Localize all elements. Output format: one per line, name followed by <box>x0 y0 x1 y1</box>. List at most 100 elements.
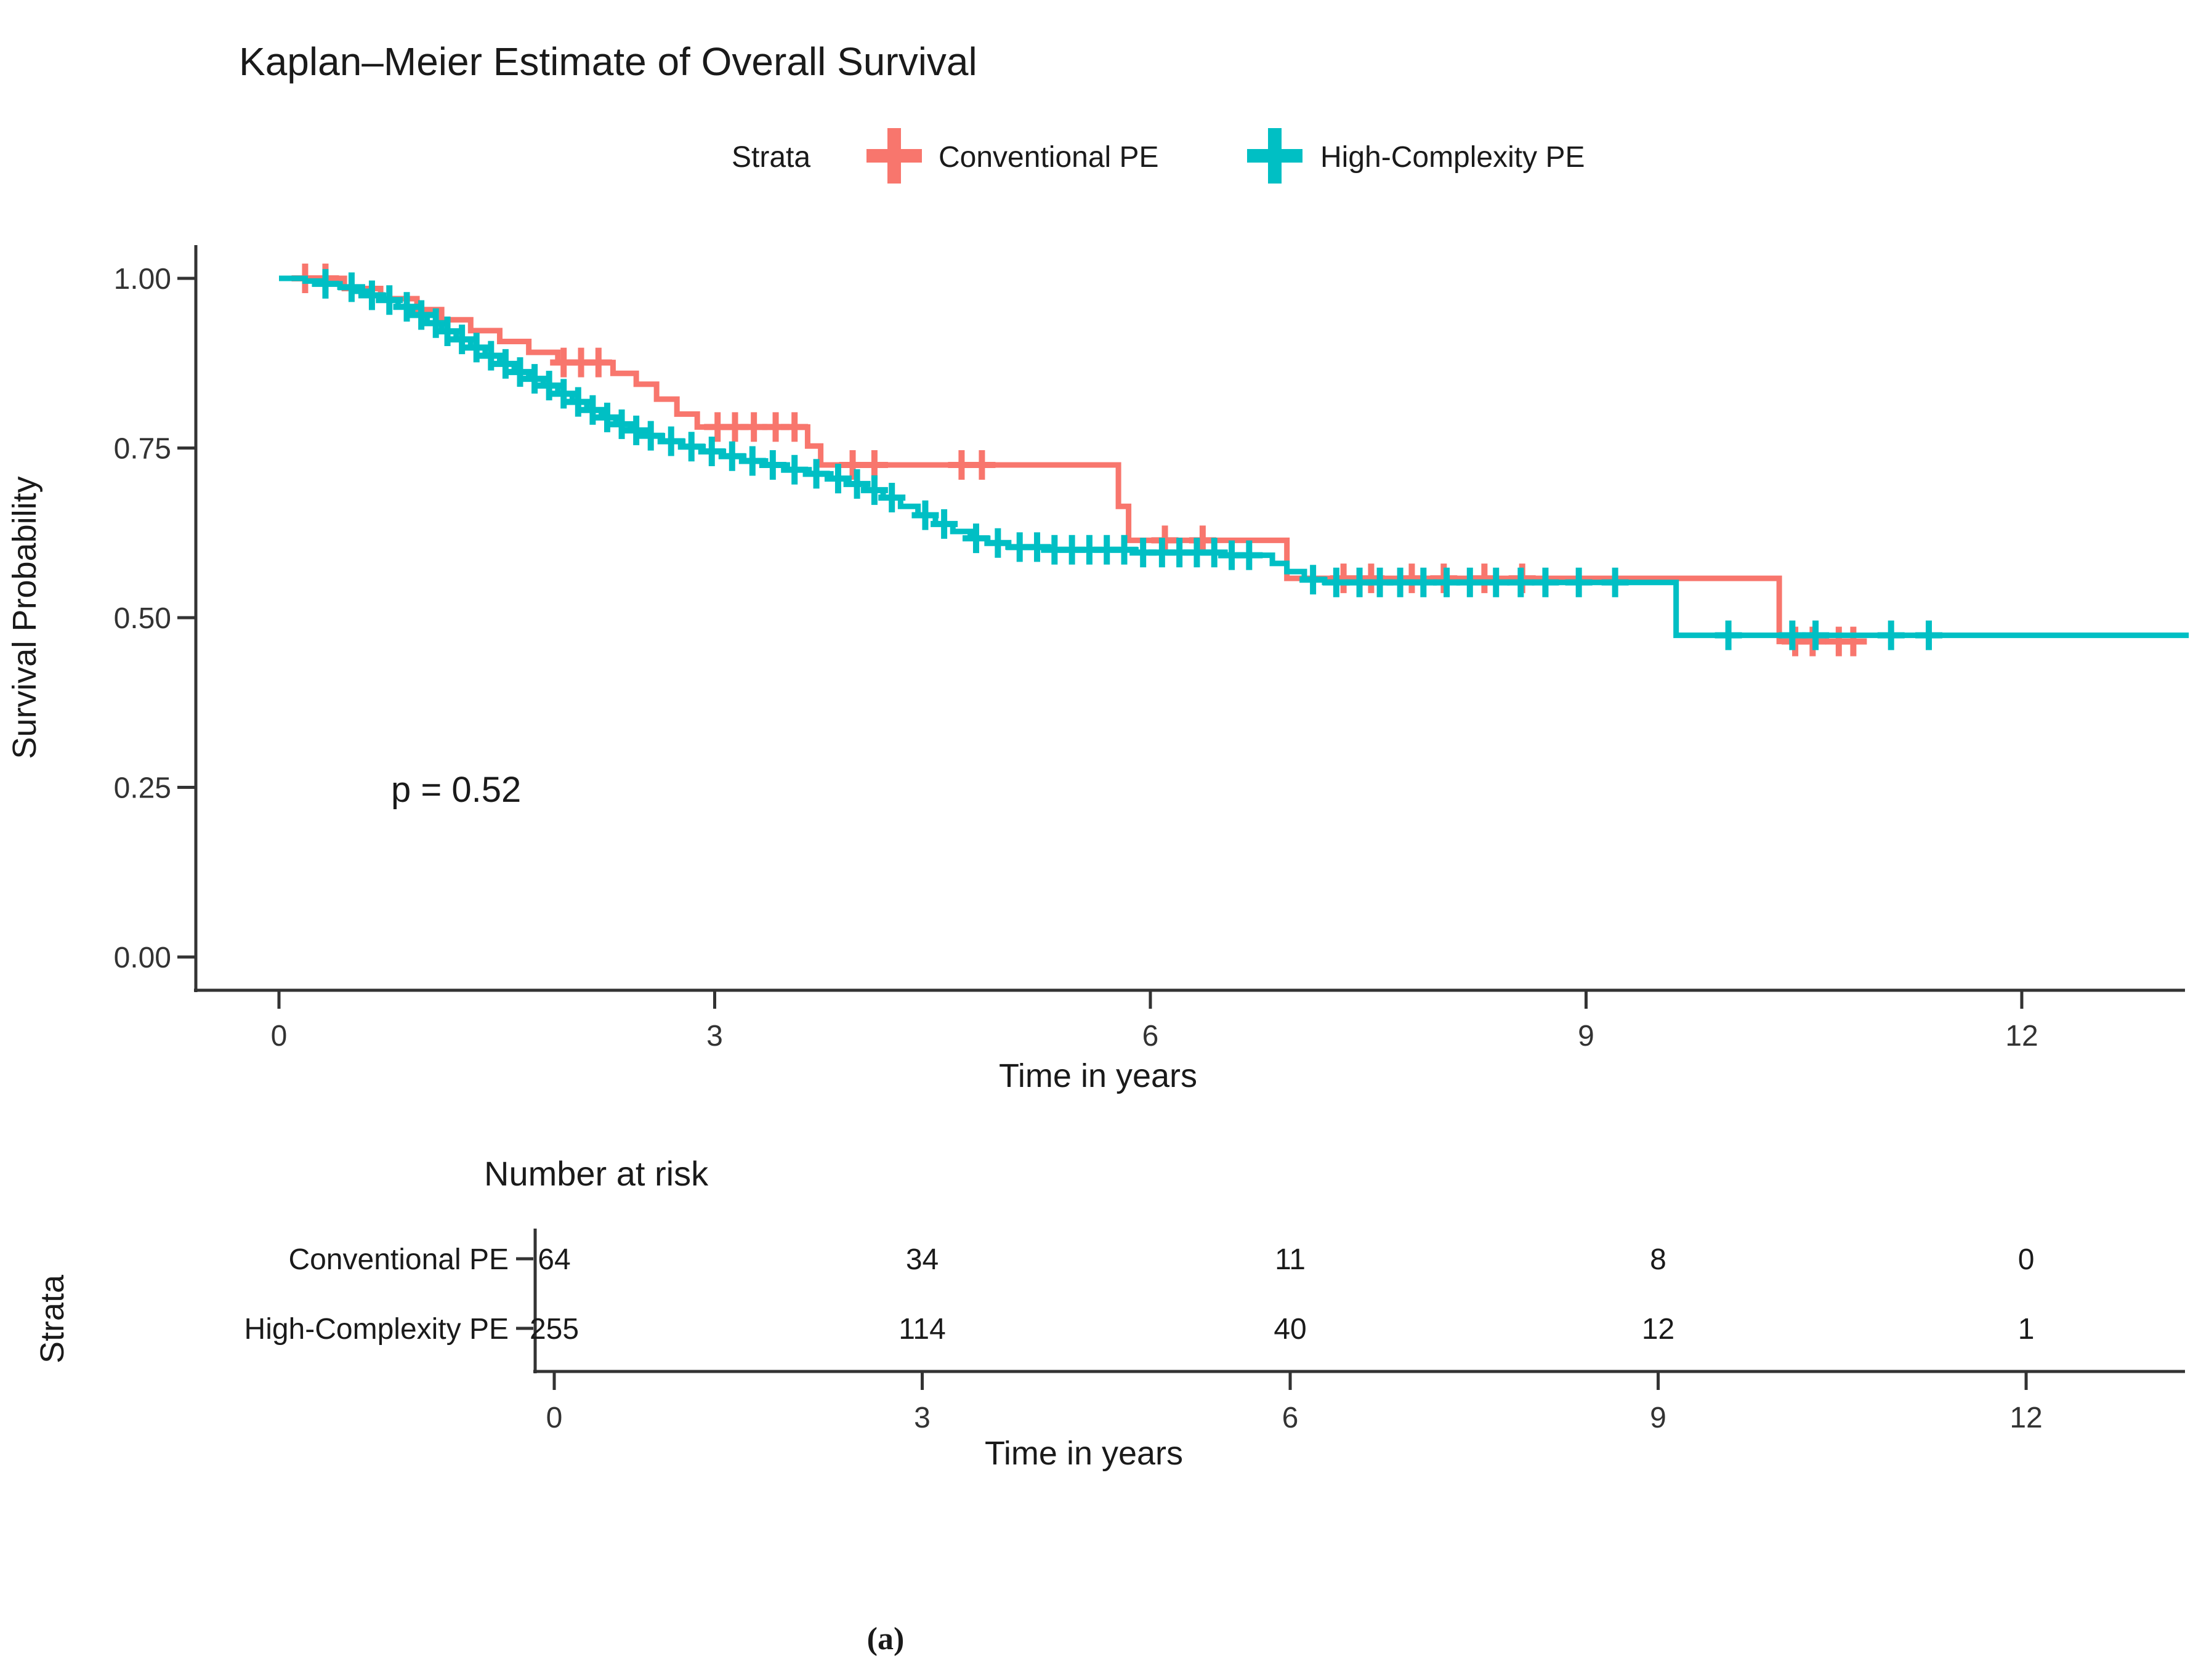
censor-mark-high-complexity <box>491 349 519 379</box>
risk-count: 255 <box>530 1313 579 1346</box>
risk-numbers: 64 34 11 8 0 255 114 40 12 1 <box>530 1243 2034 1346</box>
censor-mark-high-complexity <box>802 459 830 489</box>
censor-mark-high-complexity <box>1532 567 1559 597</box>
main-plot: 1.00 0.75 0.50 0.25 0.00 0 3 6 9 12 p = 0.52 Sur… <box>6 245 2189 1094</box>
km-curve-conventional <box>279 275 1865 645</box>
risk-row-label-conventional: Conventional PE <box>288 1243 509 1276</box>
risk-count: 0 <box>2018 1243 2035 1276</box>
censor-mark-conventional <box>860 450 888 480</box>
x-tick-label: 0 <box>271 1020 288 1052</box>
censor-mark-high-complexity <box>1714 620 1742 650</box>
legend-title: Strata <box>732 141 810 174</box>
censor-mark-high-complexity <box>579 395 607 425</box>
survival-curves <box>279 264 2189 656</box>
risk-x-tick-label: 6 <box>1282 1402 1299 1434</box>
km-curve-high-complexity <box>279 275 2189 639</box>
legend-entry-high-complexity: High-Complexity PE <box>1320 141 1585 174</box>
censor-mark-high-complexity <box>376 285 403 315</box>
risk-x-tick-label: 3 <box>914 1402 931 1434</box>
censor-mark-high-complexity <box>1877 620 1905 650</box>
x-tick-label: 6 <box>1142 1020 1159 1052</box>
censor-mark-high-complexity <box>878 482 906 512</box>
censor-mark-high-complexity <box>843 469 871 499</box>
censor-mark-high-complexity <box>1779 620 1806 650</box>
y-tick-label: 0.00 <box>114 942 171 974</box>
censor-mark-conventional <box>584 347 612 378</box>
censor-mark-high-complexity <box>593 402 621 432</box>
censor-mark-conventional <box>1840 626 1867 656</box>
censor-mark-high-complexity <box>608 409 636 439</box>
censor-mark-high-complexity <box>931 509 958 539</box>
censor-mark-high-complexity <box>550 379 578 409</box>
censor-mark-high-complexity <box>911 500 939 530</box>
censor-mark-high-complexity <box>1507 567 1535 597</box>
censor-mark-high-complexity <box>1565 567 1593 597</box>
censor-mark-high-complexity <box>738 446 766 476</box>
censor-mark-high-complexity <box>462 333 490 363</box>
censor-mark-high-complexity <box>759 450 786 480</box>
censor-mark-high-complexity <box>657 426 685 456</box>
legend-marker-conventional-icon <box>866 128 922 184</box>
y-axis-title: Survival Probability <box>6 476 43 759</box>
censor-mark-high-complexity <box>962 523 990 554</box>
censor-mark-high-complexity <box>718 441 746 471</box>
censor-mark-high-complexity <box>781 454 809 485</box>
censor-mark-high-complexity <box>448 325 476 355</box>
risk-count: 8 <box>1650 1243 1666 1276</box>
risk-count: 12 <box>1642 1313 1674 1346</box>
risk-x-tick-label: 0 <box>546 1402 563 1434</box>
censor-mark-high-complexity <box>312 269 339 299</box>
censor-mark-high-complexity <box>477 341 505 371</box>
x-tick-label: 3 <box>706 1020 723 1052</box>
legend-marker-high-complexity-icon <box>1247 128 1302 184</box>
censor-mark-high-complexity <box>535 371 563 401</box>
risk-row-label-high-complexity: High-Complexity PE <box>244 1313 509 1346</box>
y-tick-label: 1.00 <box>114 263 171 296</box>
censor-mark-high-complexity <box>1482 567 1510 597</box>
censor-mark-high-complexity <box>358 280 386 310</box>
censor-mark-high-complexity <box>337 272 365 302</box>
legend-entry-conventional: Conventional PE <box>939 141 1159 174</box>
censor-mark-high-complexity <box>1601 567 1629 597</box>
censor-mark-high-complexity <box>564 387 592 417</box>
chart-title: Kaplan–Meier Estimate of Overall Surviva… <box>239 39 977 84</box>
risk-count: 1 <box>2018 1313 2035 1346</box>
y-tick-label: 0.50 <box>114 602 171 635</box>
legend: Strata Conventional PE High-Complexity P… <box>732 128 1585 184</box>
censor-mark-conventional <box>781 412 809 442</box>
censor-mark-high-complexity <box>506 357 534 387</box>
risk-count: 34 <box>906 1243 939 1276</box>
censor-mark-high-complexity <box>1235 540 1263 570</box>
censor-mark-high-complexity <box>698 437 725 467</box>
subfigure-caption: (a) <box>867 1621 905 1657</box>
censor-mark-high-complexity <box>434 316 461 346</box>
censor-mark-high-complexity <box>677 432 705 462</box>
x-tick-label: 12 <box>2005 1020 2038 1052</box>
y-tick-label: 0.75 <box>114 433 171 466</box>
risk-count: 64 <box>538 1243 570 1276</box>
censor-mark-high-complexity <box>1433 567 1461 597</box>
risk-count: 40 <box>1274 1313 1306 1346</box>
x-tick-label: 9 <box>1578 1020 1594 1052</box>
censor-mark-high-complexity <box>984 528 1012 558</box>
censor-mark-high-complexity <box>623 415 650 445</box>
p-value-annotation: p = 0.52 <box>391 770 521 810</box>
x-axis-title: Time in years <box>999 1057 1197 1094</box>
censor-mark-high-complexity <box>637 421 664 451</box>
censor-mark-high-complexity <box>1322 567 1350 597</box>
censor-mark-high-complexity <box>824 464 852 494</box>
x-axis-ticks: 0 3 6 9 12 <box>271 990 2038 1052</box>
censor-mark-high-complexity <box>1386 567 1414 597</box>
censor-mark-conventional <box>968 450 996 480</box>
censor-mark-high-complexity <box>1410 567 1437 597</box>
risk-table-strata-axis-title: Strata <box>34 1274 71 1363</box>
censor-mark-high-complexity <box>1456 567 1484 597</box>
risk-table-title: Number at risk <box>484 1154 709 1193</box>
risk-count: 11 <box>1275 1243 1306 1276</box>
censor-mark-high-complexity <box>1299 565 1327 595</box>
censor-mark-high-complexity <box>1802 620 1830 650</box>
risk-x-tick-label: 9 <box>1650 1402 1666 1434</box>
censor-mark-high-complexity <box>521 364 549 394</box>
